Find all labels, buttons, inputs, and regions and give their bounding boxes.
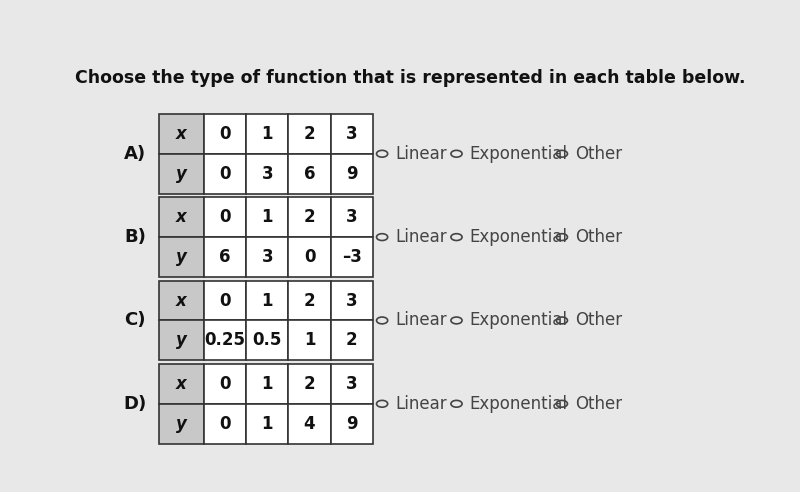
Bar [330,404,373,444]
Bar [204,197,246,237]
Text: 1: 1 [262,292,273,309]
Bar [204,364,246,404]
Text: 2: 2 [304,125,315,143]
Text: 0: 0 [219,125,231,143]
Text: 0: 0 [219,415,231,432]
Bar [246,197,289,237]
Bar [204,154,246,193]
Bar [159,154,204,193]
Text: 3: 3 [346,375,358,393]
Text: 3: 3 [262,165,274,183]
Text: 1: 1 [304,331,315,349]
Bar [204,114,246,154]
Bar [289,280,330,320]
Text: 0: 0 [219,208,231,226]
Bar [159,197,204,237]
Bar [289,364,330,404]
Text: 0: 0 [219,292,231,309]
Text: 2: 2 [304,292,315,309]
Bar [330,280,373,320]
Text: y: y [176,165,187,183]
Bar [246,114,289,154]
Text: 6: 6 [304,165,315,183]
Text: 3: 3 [346,292,358,309]
Bar [159,237,204,277]
Bar [159,280,204,320]
Bar [159,114,204,154]
Bar [289,237,330,277]
Bar [246,364,289,404]
Text: Choose the type of function that is represented in each table below.: Choose the type of function that is repr… [74,68,746,87]
Bar [330,364,373,404]
Bar [159,364,204,404]
Bar [204,404,246,444]
Text: y: y [176,248,187,266]
Text: 3: 3 [346,208,358,226]
Text: 9: 9 [346,415,358,432]
Bar [289,197,330,237]
Text: Exponential: Exponential [470,145,567,163]
Text: Linear: Linear [395,228,446,246]
Bar [246,404,289,444]
Text: x: x [176,375,187,393]
Text: x: x [176,292,187,309]
Text: 0.5: 0.5 [253,331,282,349]
Bar [330,197,373,237]
Text: 2: 2 [304,208,315,226]
Bar [204,237,246,277]
Text: Other: Other [575,311,622,330]
Bar [330,154,373,193]
Text: B): B) [125,228,146,246]
Text: C): C) [125,311,146,330]
Text: y: y [176,415,187,432]
Text: x: x [176,125,187,143]
Bar [330,114,373,154]
Bar [330,237,373,277]
Bar [204,320,246,360]
Text: 1: 1 [262,125,273,143]
Bar [289,154,330,193]
Text: Exponential: Exponential [470,228,567,246]
Text: Linear: Linear [395,145,446,163]
Text: 6: 6 [219,248,231,266]
Text: 0: 0 [219,375,231,393]
Text: Other: Other [575,228,622,246]
Text: 2: 2 [346,331,358,349]
Bar [204,280,246,320]
Bar [246,280,289,320]
Text: 0.25: 0.25 [205,331,246,349]
Bar [159,404,204,444]
Text: D): D) [124,395,147,413]
Text: x: x [176,208,187,226]
Text: 3: 3 [346,125,358,143]
Bar [246,237,289,277]
Bar [289,404,330,444]
Text: 1: 1 [262,415,273,432]
Text: –3: –3 [342,248,362,266]
Text: 0: 0 [219,165,231,183]
Text: Other: Other [575,395,622,413]
Bar [289,114,330,154]
Text: 0: 0 [304,248,315,266]
Text: y: y [176,331,187,349]
Bar [246,154,289,193]
Text: 3: 3 [262,248,274,266]
Text: Linear: Linear [395,395,446,413]
Text: A): A) [124,145,146,163]
Text: Exponential: Exponential [470,395,567,413]
Text: Linear: Linear [395,311,446,330]
Text: 1: 1 [262,208,273,226]
Text: 9: 9 [346,165,358,183]
Bar [289,320,330,360]
Text: Exponential: Exponential [470,311,567,330]
Text: 1: 1 [262,375,273,393]
Text: Other: Other [575,145,622,163]
Text: 4: 4 [304,415,315,432]
Bar [246,320,289,360]
Bar [159,320,204,360]
Bar [330,320,373,360]
Text: 2: 2 [304,375,315,393]
